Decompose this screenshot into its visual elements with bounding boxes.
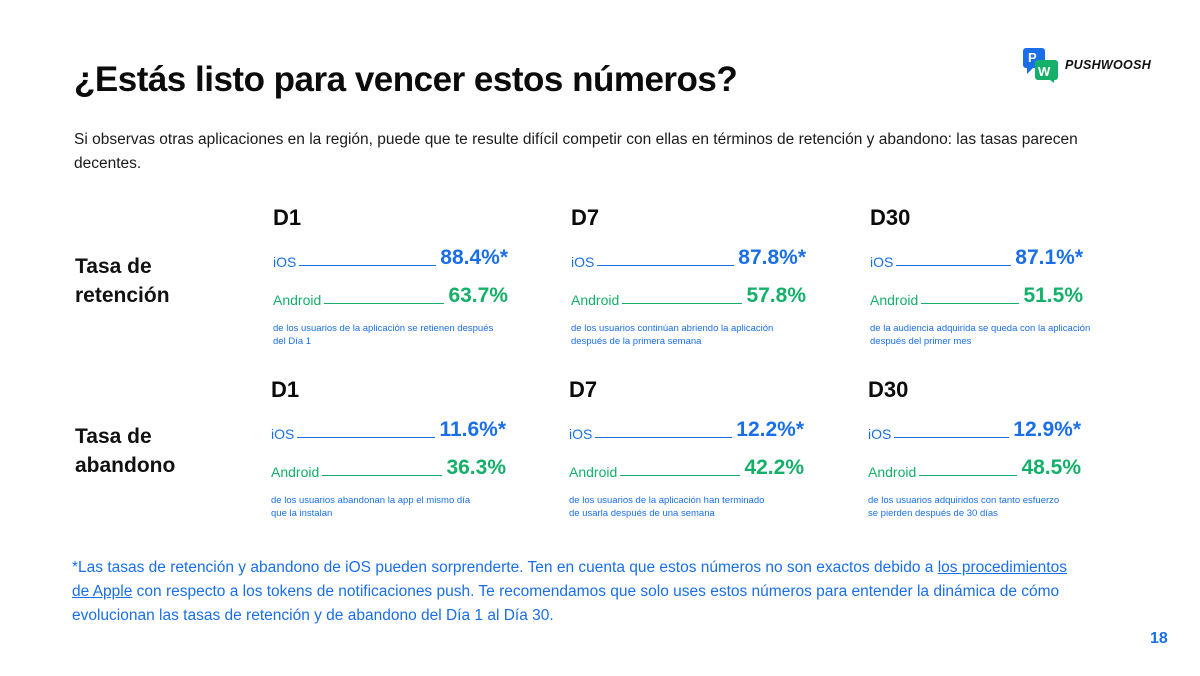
ios-value: 87.8%* [738,246,806,269]
day-label: D30 [868,377,909,402]
leader-line [919,475,1018,476]
ios-metric: iOS 11.6%* [271,416,506,442]
metric-description: de los usuarios continúan abriendo la ap… [571,323,774,347]
day-label: D7 [571,205,600,230]
leader-line [622,303,743,304]
footnote-text-after: con respecto a los tokens de notificacio… [72,583,1060,624]
day-label: D30 [870,205,911,230]
ios-value: 12.9%* [1013,418,1081,441]
android-value: 57.8% [746,284,806,307]
metric-description: de los usuarios de la aplicación han ter… [569,495,765,519]
ios-label: iOS [273,254,297,270]
android-label: Android [271,464,320,480]
leader-line [297,437,436,438]
android-label: Android [868,464,917,480]
android-metric: Android 51.5% [870,282,1083,308]
ios-metric: iOS 12.9%* [868,416,1081,442]
churn-d30-block: D30 iOS 12.9%* Android 48.5% de los usua… [868,376,1081,520]
ios-label: iOS [569,426,593,442]
leader-line [896,265,1012,266]
leader-line [299,265,437,266]
ios-label: iOS [571,254,595,270]
logo-wordmark: PUSHWOOSH [1065,58,1152,72]
ios-metric: iOS 12.2%* [569,416,804,442]
ios-value: 11.6%* [439,418,506,441]
day-label: D7 [569,377,598,402]
ios-label: iOS [868,426,892,442]
android-label: Android [571,292,620,308]
ios-metric: iOS 88.4%* [273,244,508,270]
page-number: 18 [1150,630,1168,647]
ios-metric: iOS 87.8%* [571,244,806,270]
metric-description: de los usuarios adquiridos con tanto esf… [868,495,1060,519]
metric-description: de la audiencia adquirida se queda con l… [870,323,1091,347]
retention-d1-block: D1 iOS 88.4%* Android 63.7% de los usuar… [273,204,508,348]
ios-label: iOS [870,254,894,270]
ios-label: iOS [271,426,295,442]
ios-metric: iOS 87.1%* [870,244,1083,270]
footnote: *Las tasas de retención y abandono de iO… [72,556,1082,628]
churn-d1-block: D1 iOS 11.6%* Android 36.3% de los usuar… [271,376,506,520]
pushwoosh-logo-icon: P W [1023,48,1058,83]
android-metric: Android 42.2% [569,454,804,480]
apple-procedures-link[interactable]: los procedimientos de Apple [72,559,1067,600]
android-label: Android [273,292,322,308]
android-label: Android [870,292,919,308]
metric-description: de los usuarios de la aplicación se reti… [273,323,494,347]
android-metric: Android 36.3% [271,454,506,480]
row-label-retention: Tasa de retención [75,255,170,307]
pushwoosh-logo: P W PUSHWOOSH [1022,47,1151,83]
android-value: 48.5% [1021,456,1081,479]
footnote-text-before: *Las tasas de retención y abandono de iO… [72,559,938,576]
leader-line [921,303,1020,304]
day-label: D1 [271,377,300,402]
leader-line [620,475,741,476]
ios-value: 12.2%* [736,418,804,441]
svg-text:P: P [1028,50,1037,65]
android-value: 63.7% [448,284,508,307]
page-title: ¿Estás listo para vencer estos números? [74,60,738,99]
leader-line [595,437,733,438]
retention-d30-block: D30 iOS 87.1%* Android 51.5% de la audie… [870,204,1090,348]
leader-line [322,475,443,476]
leader-line [597,265,735,266]
intro-paragraph: Si observas otras aplicaciones en la reg… [74,131,1078,172]
ios-value: 87.1%* [1015,246,1083,269]
leader-line [324,303,445,304]
retention-d7-block: D7 iOS 87.8%* Android 57.8% de los usuar… [571,204,806,348]
android-metric: Android 57.8% [571,282,806,308]
android-metric: Android 48.5% [868,454,1081,480]
metric-description: de los usuarios abandonan la app el mism… [271,495,471,519]
android-label: Android [569,464,618,480]
android-value: 51.5% [1023,284,1083,307]
android-metric: Android 63.7% [273,282,508,308]
svg-text:W: W [1038,64,1051,79]
day-label: D1 [273,205,302,230]
android-value: 42.2% [744,456,804,479]
churn-d7-block: D7 iOS 12.2%* Android 42.2% de los usuar… [569,376,804,520]
android-value: 36.3% [446,456,506,479]
ios-value: 88.4%* [440,246,508,269]
leader-line [894,437,1010,438]
row-label-churn: Tasa de abandono [75,425,176,477]
